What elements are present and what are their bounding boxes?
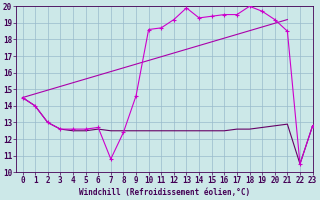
X-axis label: Windchill (Refroidissement éolien,°C): Windchill (Refroidissement éolien,°C) [79,188,250,197]
